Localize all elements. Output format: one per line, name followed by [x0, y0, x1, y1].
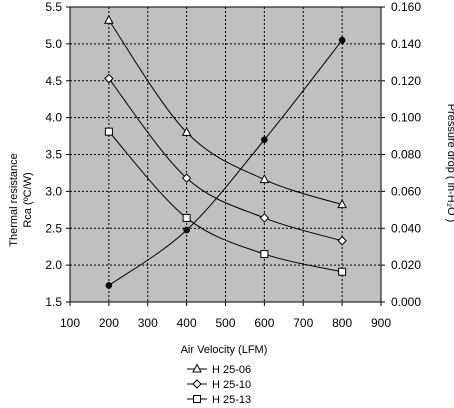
data-point-h-25-13	[182, 213, 191, 222]
y-left-tick-label: 2.5	[45, 221, 62, 235]
data-point-pressure-drop	[338, 36, 346, 44]
legend-label-h-25-10: H 25-10	[212, 379, 251, 391]
x-tick-label: 600	[254, 316, 274, 330]
y-right-tick-label: 0.160	[391, 0, 421, 14]
x-tick-label: 200	[99, 316, 119, 330]
x-tick-label: 900	[371, 316, 391, 330]
series-line-pressure-drop	[108, 39, 343, 286]
y-right-tick-label: 0.020	[391, 258, 421, 272]
series-line-h-25-13	[108, 131, 343, 273]
y-left-tick-label: 5.0	[45, 37, 62, 51]
series-line-h-25-06	[108, 19, 343, 206]
data-point-h-25-06	[104, 14, 114, 24]
y-left-tick-label: 1.5	[45, 295, 62, 309]
data-point-h-25-06	[337, 199, 347, 209]
x-tick-label: 100	[60, 316, 80, 330]
data-point-pressure-drop	[261, 136, 268, 144]
y-right-tick-label: 0.040	[391, 221, 421, 235]
x-tick-label: 800	[332, 316, 352, 330]
x-tick-label: 500	[215, 316, 235, 330]
data-point-h-25-06	[259, 174, 270, 184]
data-point-h-25-13	[104, 127, 113, 136]
x-tick-label: 700	[293, 316, 313, 330]
legend: H 25-06 H 25-10 H 25-13	[187, 363, 251, 406]
legend-marker-h-25-13	[193, 395, 201, 403]
data-point-pressure-drop	[105, 282, 113, 289]
legend-label-h-25-13: H 25-13	[212, 394, 251, 406]
data-point-h-25-10	[104, 73, 114, 84]
y-axis-title-left-line1: Thermal resistance	[8, 153, 20, 247]
y-right-tick-label: 0.080	[391, 148, 421, 162]
y-right-tick-label: 0.140	[391, 37, 421, 51]
data-point-h-25-10	[181, 173, 192, 183]
x-axis-title: Air Velocity (LFM)	[181, 344, 268, 356]
y-axis-title-left-line2: Rca (ºC/W)	[22, 172, 34, 227]
y-left-tick-label: 3.5	[45, 148, 62, 162]
data-point-h-25-13	[260, 250, 269, 259]
data-point-h-25-10	[259, 213, 270, 223]
y-axis-title-right: Pressure drop ( in-H₂O )	[445, 104, 454, 223]
data-point-h-25-13	[338, 267, 347, 276]
y-right-tick-label: 0.100	[391, 111, 421, 125]
y-right-tick-label: 0.120	[391, 74, 421, 88]
y-left-tick-label: 5.5	[45, 0, 62, 14]
series-line-h-25-10	[108, 78, 343, 242]
legend-label-h-25-06: H 25-06	[212, 364, 251, 376]
x-tick-label: 300	[138, 316, 158, 330]
data-point-pressure-drop	[183, 226, 190, 234]
y-left-tick-label: 4.0	[45, 111, 62, 125]
y-right-tick-label: 0.060	[391, 184, 421, 198]
data-point-h-25-10	[337, 236, 347, 246]
y-right-tick-label: 0.000	[391, 295, 421, 309]
y-left-tick-label: 3.0	[45, 184, 62, 198]
legend-marker-h-25-10	[192, 379, 202, 389]
y-left-tick-label: 4.5	[45, 74, 62, 88]
y-left-tick-label: 2.0	[45, 258, 62, 272]
x-tick-label: 400	[177, 316, 197, 330]
data-point-h-25-06	[181, 126, 192, 136]
legend-marker-h-25-06	[192, 363, 202, 373]
